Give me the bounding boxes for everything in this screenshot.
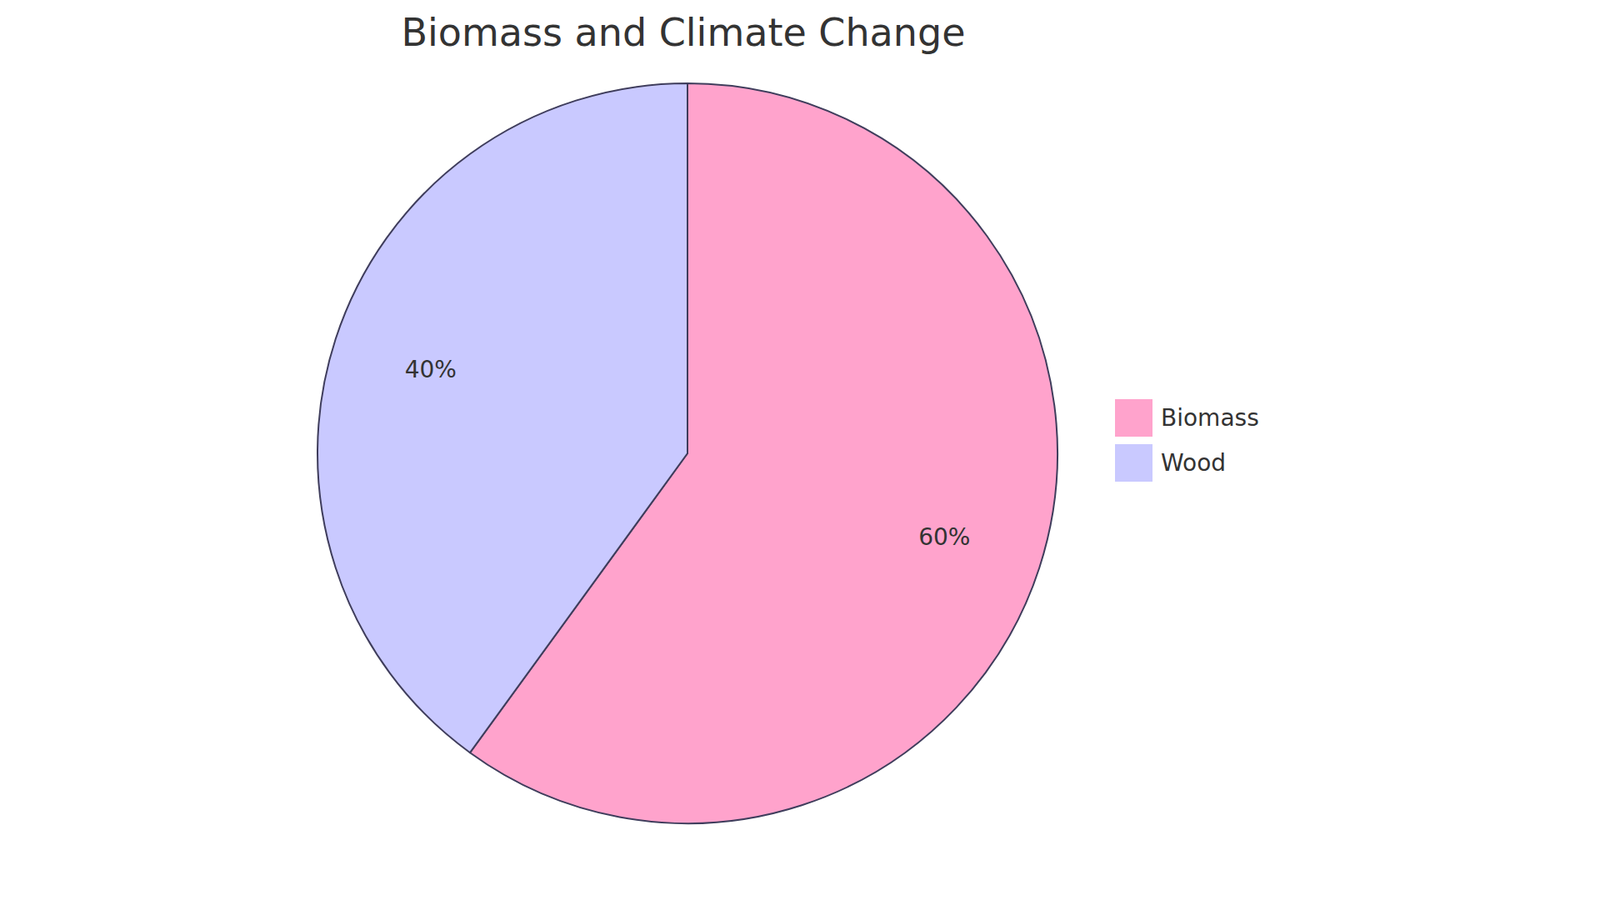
- html-text:Biomass and Climate Change: Biomass and Climate Change: [401, 10, 966, 55]
- html-text:Biomass: Biomass: [1160, 404, 1259, 432]
- svg-text:60%: 60%: [918, 523, 970, 551]
- html-text:Wood: Wood: [1160, 449, 1226, 477]
- svg-text:40%: 40%: [405, 355, 457, 384]
